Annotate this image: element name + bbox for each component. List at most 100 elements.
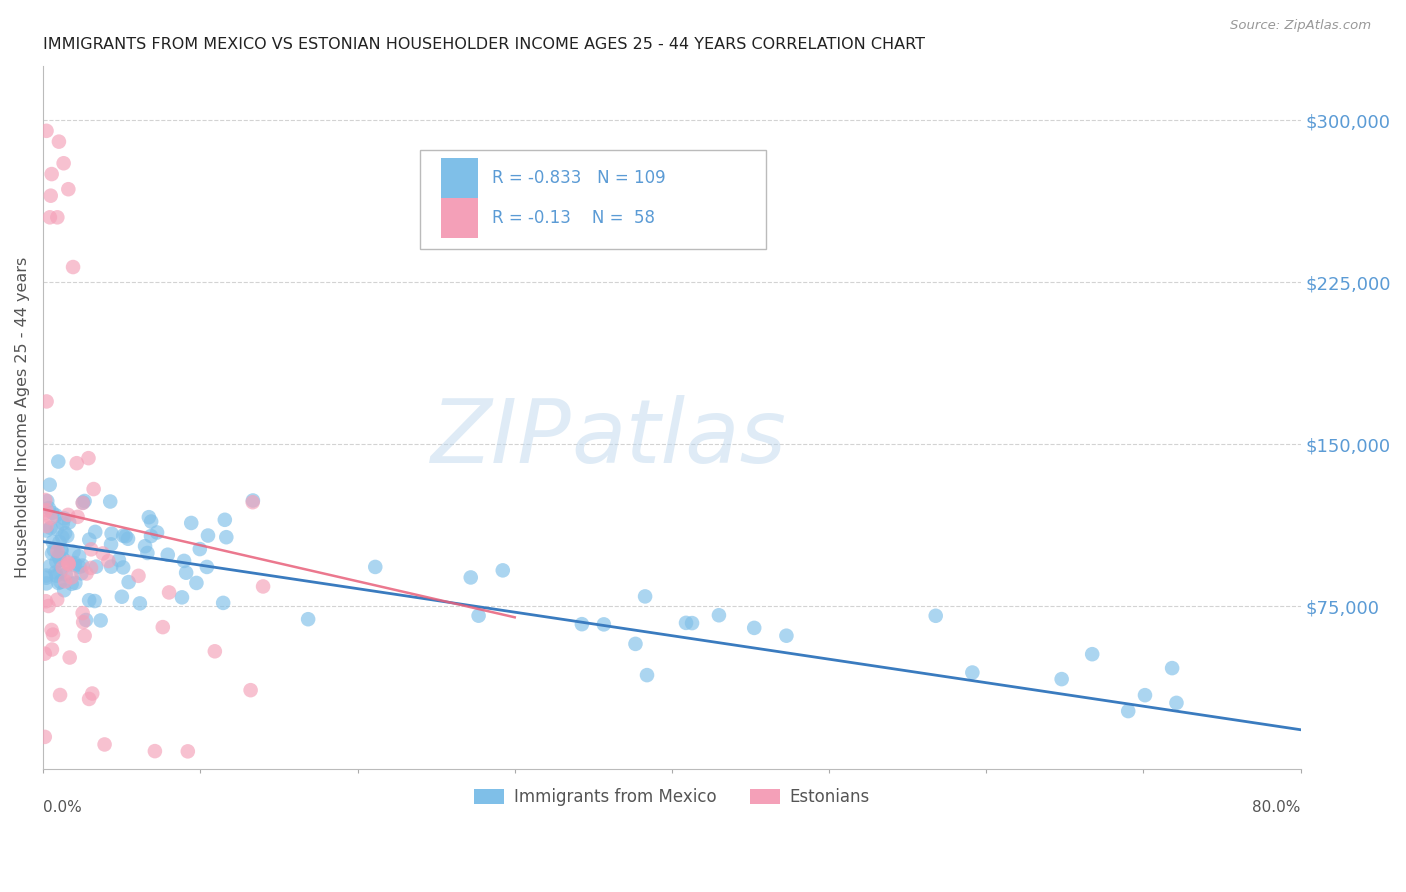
- Point: [204, 644, 226, 658]
- Point: [56, 529, 79, 543]
- Point: [39, 559, 62, 574]
- Point: [214, 513, 236, 527]
- Point: [775, 629, 797, 643]
- Text: R = -0.13    N =  58: R = -0.13 N = 58: [492, 210, 655, 227]
- Point: [37, 599, 59, 613]
- Point: [72, 558, 94, 573]
- Point: [1133, 688, 1156, 702]
- Point: [58, 557, 80, 571]
- Point: [138, 510, 160, 524]
- Point: [35, 571, 58, 585]
- Point: [35, 124, 58, 138]
- Point: [82, 686, 104, 700]
- Text: 80.0%: 80.0%: [1253, 800, 1301, 815]
- Point: [52, 516, 75, 531]
- Point: [70, 566, 93, 581]
- Point: [1116, 704, 1139, 718]
- Point: [38, 477, 60, 491]
- Point: [100, 537, 122, 551]
- Point: [72, 615, 94, 630]
- Y-axis label: Householder Income Ages 25 - 44 years: Householder Income Ages 25 - 44 years: [15, 257, 30, 578]
- Point: [39, 511, 62, 525]
- Point: [37, 494, 59, 508]
- Point: [48, 549, 70, 563]
- Point: [76, 566, 98, 581]
- Point: [58, 557, 80, 571]
- Point: [34, 506, 56, 520]
- Point: [44, 566, 66, 580]
- Point: [239, 683, 262, 698]
- Point: [41, 167, 63, 181]
- Point: [75, 613, 97, 627]
- Point: [48, 135, 70, 149]
- Point: [252, 579, 274, 593]
- Point: [52, 560, 75, 574]
- Point: [45, 555, 67, 569]
- Point: [141, 515, 163, 529]
- Point: [624, 637, 647, 651]
- Point: [93, 738, 115, 752]
- Text: Source: ZipAtlas.com: Source: ZipAtlas.com: [1230, 19, 1371, 31]
- FancyBboxPatch shape: [420, 150, 766, 249]
- Point: [108, 553, 131, 567]
- Point: [681, 616, 703, 631]
- Point: [49, 688, 72, 702]
- Point: [707, 608, 730, 623]
- Point: [45, 568, 67, 582]
- Text: 0.0%: 0.0%: [44, 800, 82, 815]
- Point: [34, 647, 56, 661]
- Point: [38, 211, 60, 225]
- Point: [80, 561, 103, 575]
- Point: [42, 543, 65, 558]
- Point: [634, 590, 657, 604]
- Point: [925, 608, 948, 623]
- Point: [467, 608, 489, 623]
- Point: [111, 590, 134, 604]
- Point: [152, 620, 174, 634]
- Point: [55, 567, 77, 582]
- Point: [962, 665, 984, 680]
- Point: [49, 542, 72, 557]
- Point: [492, 563, 515, 577]
- Point: [1050, 672, 1073, 686]
- Point: [53, 574, 76, 589]
- Point: [186, 576, 208, 591]
- Point: [63, 556, 86, 570]
- Point: [39, 188, 62, 202]
- Point: [77, 593, 100, 607]
- Point: [675, 615, 697, 630]
- Point: [91, 546, 114, 560]
- Point: [41, 623, 63, 637]
- Point: [51, 530, 73, 544]
- Point: [66, 509, 89, 524]
- Point: [53, 511, 76, 525]
- Point: [45, 522, 67, 536]
- Point: [46, 544, 69, 558]
- Point: [49, 566, 72, 580]
- Point: [42, 627, 65, 641]
- Point: [180, 516, 202, 530]
- Point: [1166, 696, 1188, 710]
- Point: [157, 585, 180, 599]
- Point: [72, 606, 94, 620]
- Point: [114, 529, 136, 543]
- Point: [143, 744, 166, 758]
- Point: [1081, 647, 1104, 661]
- Point: [77, 533, 100, 547]
- Point: [592, 617, 614, 632]
- Point: [51, 543, 73, 558]
- Point: [72, 495, 94, 509]
- Point: [195, 560, 218, 574]
- Point: [46, 211, 69, 225]
- Point: [84, 559, 107, 574]
- FancyBboxPatch shape: [440, 198, 478, 238]
- Point: [46, 454, 69, 468]
- Legend: Immigrants from Mexico, Estonians: Immigrants from Mexico, Estonians: [467, 781, 877, 813]
- Point: [60, 576, 83, 591]
- Point: [170, 591, 193, 605]
- Point: [62, 545, 84, 559]
- Point: [35, 576, 58, 591]
- Point: [35, 394, 58, 409]
- Point: [35, 594, 58, 608]
- Point: [48, 575, 70, 590]
